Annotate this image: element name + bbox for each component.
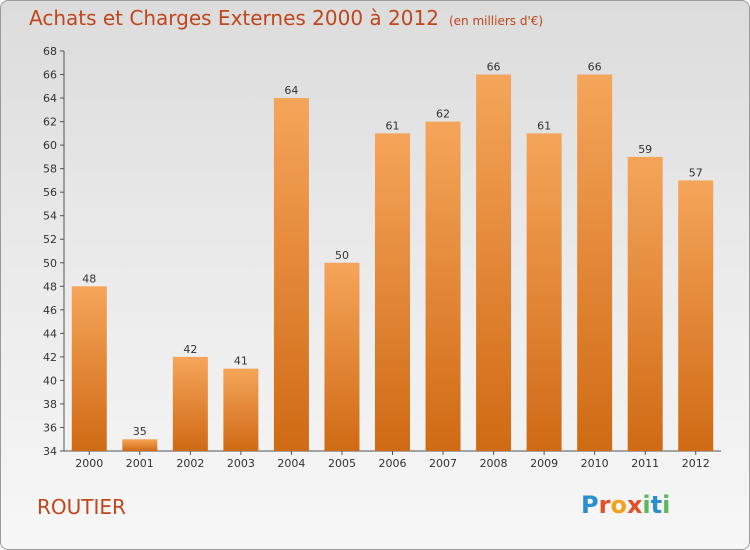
data-label: 35 xyxy=(133,425,147,438)
x-tick-label: 2012 xyxy=(682,457,710,470)
chart-title-text: Achats et Charges Externes 2000 à 2012 xyxy=(29,6,439,30)
data-label: 42 xyxy=(183,343,197,356)
bar xyxy=(375,133,410,451)
data-label: 64 xyxy=(284,84,298,97)
x-tick-label: 2006 xyxy=(379,457,407,470)
data-label: 61 xyxy=(537,119,551,132)
logo-letter: x xyxy=(626,491,643,519)
y-axis: 34 36 38 40 42 44 46 48 50 52 54 56 58 60 62 64 66 68 xyxy=(43,45,65,458)
bar xyxy=(577,74,613,451)
x-tick-label: 2005 xyxy=(328,457,356,470)
data-label: 62 xyxy=(436,108,450,121)
bar xyxy=(476,74,512,451)
y-tick-label: 68 xyxy=(43,45,57,58)
bar xyxy=(526,133,562,451)
bar xyxy=(71,286,107,451)
y-tick-label: 50 xyxy=(43,257,57,270)
y-tick-label: 58 xyxy=(43,163,57,176)
logo-letter: i xyxy=(642,491,651,519)
logo-letter: r xyxy=(598,491,611,519)
data-label: 59 xyxy=(638,143,652,156)
data-label: 61 xyxy=(386,119,400,132)
bar xyxy=(172,356,208,451)
x-tick-label: 2008 xyxy=(480,457,508,470)
x-tick-label: 2001 xyxy=(126,457,154,470)
data-label: 57 xyxy=(689,166,703,179)
y-tick-label: 46 xyxy=(43,304,57,317)
data-label: 50 xyxy=(335,249,349,262)
y-tick-label: 66 xyxy=(43,69,57,82)
y-tick-label: 54 xyxy=(43,210,57,223)
bar xyxy=(425,121,461,452)
logo-letter: P xyxy=(581,491,599,519)
x-tick-label: 2000 xyxy=(75,457,103,470)
y-tick-label: 62 xyxy=(43,116,57,129)
x-tick-label: 2010 xyxy=(581,457,609,470)
bar xyxy=(678,180,714,452)
y-tick-label: 64 xyxy=(43,92,57,105)
y-tick-label: 34 xyxy=(43,445,57,458)
chart-title: Achats et Charges Externes 2000 à 2012 (e… xyxy=(29,6,543,30)
proxiti-logo[interactable]: Proxiti xyxy=(581,491,670,519)
logo-letter: i xyxy=(662,491,671,519)
y-tick-label: 52 xyxy=(43,233,57,246)
data-label: 48 xyxy=(82,272,96,285)
y-tick-label: 48 xyxy=(43,280,57,293)
x-tick-label: 2009 xyxy=(530,457,558,470)
bar xyxy=(223,368,259,451)
y-tick-label: 40 xyxy=(43,374,57,387)
x-tick-label: 2002 xyxy=(176,457,204,470)
bar xyxy=(324,262,360,451)
x-axis: 2000 2001 2002 2003 2004 2005 2006 2007 2008 2009… xyxy=(64,450,721,470)
x-tick-label: 2004 xyxy=(277,457,305,470)
bar xyxy=(122,439,158,451)
y-tick-label: 36 xyxy=(43,421,57,434)
value-labels: 48 35 42 41 64 50 61 62 66 61 66 59 57 xyxy=(82,61,702,439)
data-label: 66 xyxy=(588,61,602,74)
x-tick-label: 2011 xyxy=(631,457,659,470)
logo-letter: o xyxy=(610,491,627,519)
y-tick-label: 44 xyxy=(43,327,57,340)
y-tick-label: 60 xyxy=(43,139,57,152)
y-tick-label: 38 xyxy=(43,398,57,411)
y-tick-label: 56 xyxy=(43,186,57,199)
bar xyxy=(273,98,309,451)
data-label: 41 xyxy=(234,355,248,368)
chart-unit: (en milliers d'€) xyxy=(448,14,544,28)
bars xyxy=(71,74,714,452)
x-tick-label: 2007 xyxy=(429,457,457,470)
data-label: 66 xyxy=(487,61,501,74)
x-tick-label: 2003 xyxy=(227,457,255,470)
commune-name: ROUTIER xyxy=(37,495,126,519)
bar xyxy=(627,156,663,451)
y-tick-label: 42 xyxy=(43,351,57,364)
logo-letter: t xyxy=(650,491,663,519)
